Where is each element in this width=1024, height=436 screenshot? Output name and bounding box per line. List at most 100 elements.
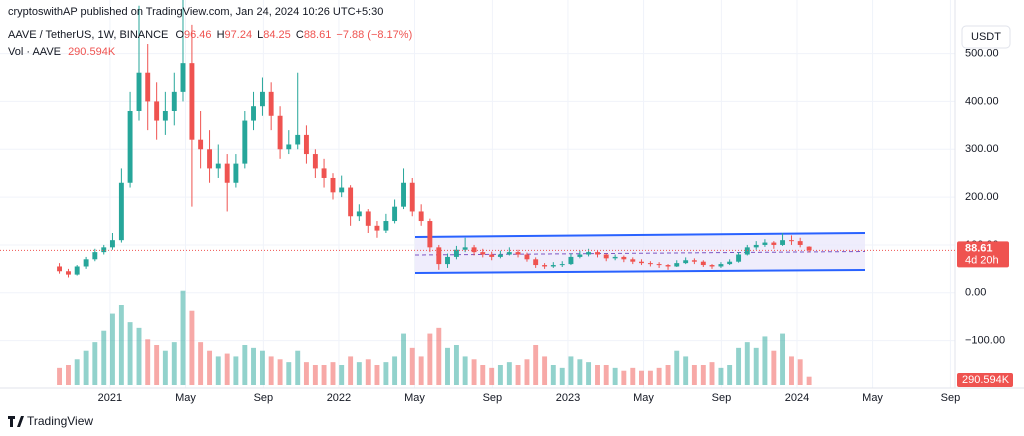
x-tick-label: 2021 — [98, 392, 122, 404]
volume-bar — [436, 327, 442, 385]
o-value: 96.46 — [184, 29, 212, 41]
x-tick-label: Sep — [712, 392, 732, 404]
countdown: 4d 20h — [965, 254, 999, 266]
volume-bar — [497, 365, 503, 385]
x-tick-label: Sep — [941, 392, 961, 404]
channel-bottom — [414, 269, 866, 274]
candle-body — [462, 247, 468, 250]
candle-body — [74, 266, 80, 275]
candle-body — [647, 263, 653, 265]
x-tick-label: 2023 — [556, 392, 580, 404]
candle-body — [480, 252, 486, 255]
volume-bar — [568, 356, 574, 385]
volume-bar — [621, 370, 627, 385]
volume-bar — [180, 290, 186, 385]
volume-bar — [718, 367, 724, 385]
candle-body — [348, 187, 354, 217]
candle-body — [321, 168, 327, 178]
volume-bar — [154, 345, 160, 385]
candle-body — [233, 163, 239, 183]
volume-bar — [207, 350, 213, 385]
candles — [57, 0, 812, 385]
candle-body — [771, 242, 777, 245]
candle-body — [118, 182, 124, 241]
volume-bar — [418, 356, 424, 385]
volume-bar — [57, 367, 63, 385]
candle-body — [295, 134, 301, 145]
candle-body — [224, 163, 230, 183]
candle-body — [612, 256, 618, 259]
volume-bar — [445, 347, 450, 385]
candle-body — [727, 261, 733, 265]
volume-bar — [453, 345, 459, 385]
x-tick-label: Sep — [483, 392, 503, 404]
candle-body — [109, 240, 115, 248]
volume-bar — [736, 347, 742, 385]
volume-bar — [674, 350, 680, 385]
volume-bar — [109, 313, 115, 385]
volume-bar — [303, 362, 309, 385]
volume-bar — [753, 347, 759, 385]
candle-body — [709, 265, 715, 267]
candle-body — [409, 182, 415, 212]
candle-body — [374, 225, 380, 231]
candle-body — [595, 252, 600, 255]
volume-bar — [224, 353, 230, 385]
volume-bar — [66, 365, 71, 385]
currency-button[interactable] — [961, 25, 1011, 49]
candle-body — [550, 265, 556, 267]
volume-bar — [630, 367, 636, 385]
x-tick-label: Sep — [254, 392, 274, 404]
change: −7.88 (−8.17%) — [336, 29, 412, 41]
volume-bar — [136, 327, 142, 385]
volume-bar — [533, 345, 539, 385]
last-price-tag — [957, 241, 1009, 268]
y-tick-label: 0.00 — [965, 287, 986, 299]
volume-bar — [242, 345, 248, 385]
volume-bar — [409, 347, 415, 385]
volume-bar — [145, 339, 151, 385]
candle-body — [515, 252, 521, 255]
volume-bar — [277, 359, 283, 385]
y-tick-label: 200.00 — [965, 191, 999, 203]
candle-body — [497, 254, 503, 257]
candle-body — [780, 240, 786, 245]
volume-bar — [427, 333, 433, 385]
symbol: AAVE / TetherUS, 1W, BINANCE — [8, 29, 168, 41]
volume-legend: Vol · AAVE 290.594K — [8, 46, 116, 58]
volume-bar — [401, 333, 406, 385]
volume-bar — [392, 356, 398, 385]
candle-body — [789, 240, 794, 242]
currency[interactable]: USDT — [971, 31, 1001, 43]
candle-body — [427, 221, 433, 248]
volume-bar — [259, 350, 265, 385]
candle-body — [92, 252, 98, 260]
c-label: C — [296, 29, 304, 41]
candle-body — [542, 265, 548, 267]
volume-bar — [771, 350, 777, 385]
volume-bar — [727, 365, 733, 385]
candle-body — [198, 139, 204, 150]
candle-body — [683, 260, 689, 264]
candle-body — [665, 265, 671, 267]
candle-body — [603, 254, 609, 259]
x-tick-label: May — [633, 392, 654, 404]
h-value: 97.24 — [225, 29, 253, 41]
candle-body — [630, 259, 636, 262]
volume-bar — [83, 350, 89, 385]
volume-tag — [957, 373, 1013, 387]
candle-body — [621, 256, 627, 260]
volume-bar — [700, 365, 706, 385]
volume-tag-label: 290.594K — [962, 374, 1010, 386]
candle-body — [674, 263, 680, 267]
volume-bar — [312, 365, 318, 385]
volume-bar — [383, 362, 389, 385]
candle-body — [691, 260, 697, 262]
volume-bar — [356, 362, 362, 385]
volume-bar — [118, 305, 124, 385]
y-tick-label: 300.00 — [965, 143, 999, 155]
volume-bar — [744, 342, 750, 385]
volume-bar — [515, 365, 521, 385]
x-tick-label: May — [175, 392, 196, 404]
candle-body — [162, 110, 168, 121]
